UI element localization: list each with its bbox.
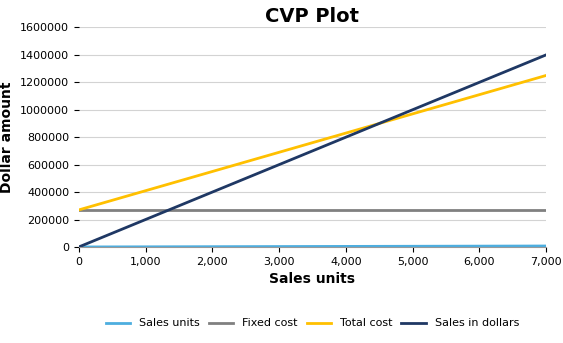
Title: CVP Plot: CVP Plot [266,7,359,26]
X-axis label: Sales units: Sales units [270,272,355,286]
Legend: Sales units, Fixed cost, Total cost, Sales in dollars: Sales units, Fixed cost, Total cost, Sal… [101,314,524,333]
Y-axis label: Dollar amount: Dollar amount [1,81,15,193]
